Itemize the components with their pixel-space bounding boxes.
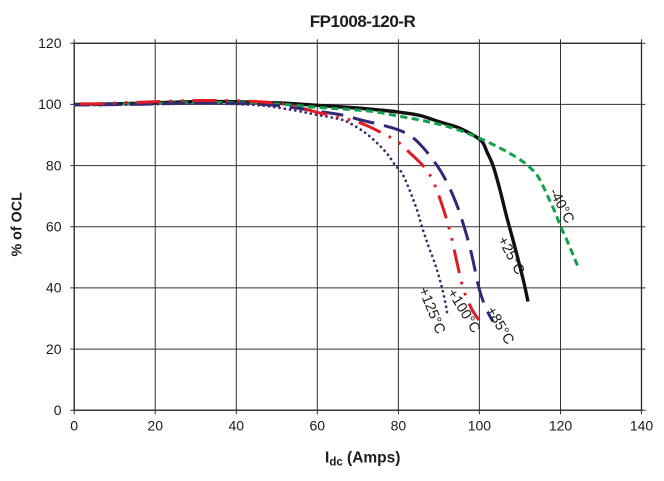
svg-text:80: 80 [391,418,407,434]
svg-text:Idc (Amps): Idc (Amps) [325,450,400,469]
svg-text:140: 140 [630,418,654,434]
svg-text:40: 40 [46,280,62,296]
svg-text:120: 120 [38,35,62,51]
svg-text:60: 60 [46,218,62,234]
svg-text:40: 40 [229,418,245,434]
svg-text:20: 20 [147,418,163,434]
svg-text:0: 0 [70,418,78,434]
svg-text:100: 100 [468,418,492,434]
svg-text:20: 20 [46,341,62,357]
svg-text:80: 80 [46,157,62,173]
svg-text:% of OCL: % of OCL [10,192,26,257]
svg-text:120: 120 [549,418,573,434]
svg-text:60: 60 [310,418,326,434]
svg-text:0: 0 [54,402,62,418]
svg-text:100: 100 [38,96,62,112]
svg-text:FP1008-120-R: FP1008-120-R [310,12,416,31]
